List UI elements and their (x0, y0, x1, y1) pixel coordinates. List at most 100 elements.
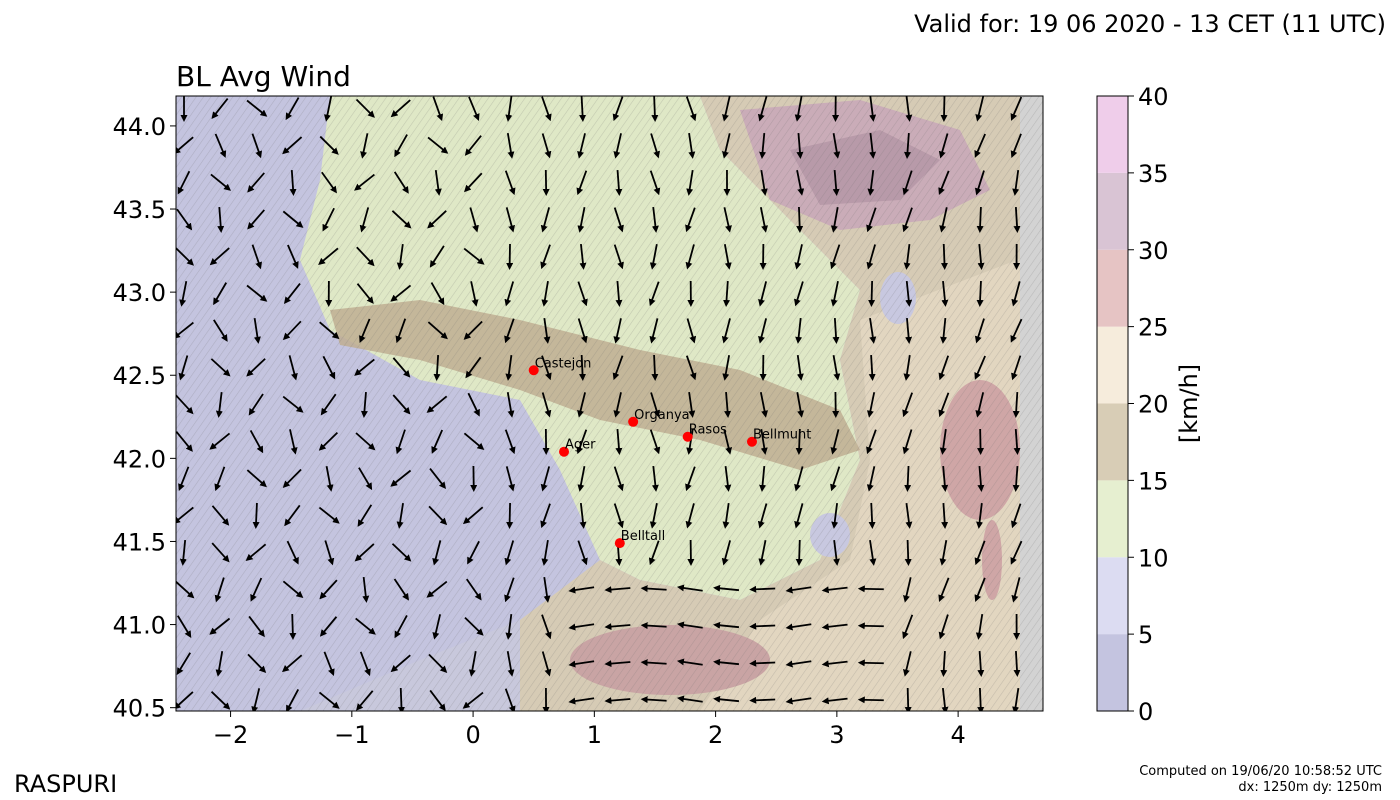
colorbar-tick-label: 25 (1138, 314, 1169, 342)
wind-arrow (504, 429, 516, 455)
wind-arrow (604, 586, 631, 594)
wind-arrow (568, 623, 595, 631)
wind-arrow (974, 540, 986, 566)
wind-arrow (289, 169, 297, 196)
colorbar-segment (1097, 480, 1128, 558)
wind-arrow (395, 429, 406, 455)
wind-arrow (940, 243, 948, 270)
wind-arrow (465, 356, 482, 379)
place-marker[interactable] (614, 538, 625, 549)
wind-arrow (211, 505, 230, 526)
place-marker[interactable] (628, 416, 639, 427)
wind-arrow (287, 244, 299, 269)
place-label: Belltall (621, 529, 665, 544)
wind-arrow (176, 652, 191, 675)
place-marker[interactable] (682, 431, 693, 442)
wind-arrow (649, 244, 658, 270)
wind-arrow (357, 504, 373, 527)
wind-arrow (760, 170, 768, 196)
wind-arrow (977, 650, 985, 677)
wind-arrow (830, 244, 841, 270)
wind-arrow (723, 244, 732, 270)
wind-arrow (213, 319, 228, 342)
wind-arrow (247, 653, 267, 674)
wind-arrow (390, 284, 412, 302)
x-tick-label: −1 (334, 721, 369, 749)
wind-arrow (613, 466, 624, 492)
wind-arrow (505, 466, 515, 492)
wind-arrows (176, 96, 1023, 711)
wind-arrow (830, 207, 839, 233)
wind-arrow (431, 429, 444, 454)
place-label: Castejon (535, 356, 592, 371)
wind-arrow (821, 660, 848, 668)
wind-arrow (462, 691, 484, 709)
wind-arrow (904, 687, 912, 711)
wind-arrow (394, 615, 408, 639)
wind-arrow (904, 465, 912, 492)
map-panel[interactable] (175, 96, 1043, 712)
wind-arrow (252, 502, 260, 529)
wind-arrow (830, 281, 839, 307)
wind-arrow (432, 540, 442, 566)
wind-arrow (830, 429, 840, 455)
wind-arrow (210, 358, 231, 377)
wind-arrow (685, 503, 695, 529)
place-marker[interactable] (559, 446, 570, 457)
wind-arrow (323, 651, 335, 677)
wind-arrow (866, 244, 876, 270)
wind-arrow (938, 355, 950, 381)
place-marker[interactable] (528, 365, 539, 376)
wind-arrow (1010, 96, 1023, 121)
wind-arrow (504, 540, 515, 566)
wind-arrow (758, 318, 767, 344)
wind-arrow (640, 622, 667, 630)
place-marker[interactable] (746, 436, 757, 447)
wind-arrow (568, 660, 595, 668)
wind-arrow (356, 246, 375, 267)
wind-arrow (975, 96, 985, 122)
wind-arrow (977, 243, 985, 270)
wind-arrow (289, 429, 298, 455)
wind-arrow (360, 133, 369, 159)
wind-arrow (722, 133, 731, 159)
wind-arrow (393, 171, 409, 194)
wind-arrow (868, 502, 876, 529)
wind-arrow (288, 355, 298, 381)
wind-arrow (904, 539, 912, 566)
wind-arrow (318, 431, 339, 451)
wind-arrow (506, 133, 515, 159)
terrain-shading (176, 96, 1043, 711)
wind-arrow (318, 506, 340, 524)
wind-arrow (902, 392, 913, 418)
wind-arrow (868, 280, 876, 307)
wind-arrow (506, 502, 514, 529)
wind-arrow (467, 540, 480, 565)
wind-arrow (1010, 318, 1023, 343)
wind-arrow (177, 615, 192, 638)
colorbar-unit-label: [km/h] (1175, 364, 1203, 443)
wind-arrow (469, 207, 479, 233)
wind-arrow (905, 280, 913, 307)
wind-arrow (541, 96, 552, 122)
wind-arrow (902, 170, 913, 196)
wind-arrow (286, 688, 300, 711)
wind-arrow (749, 622, 776, 630)
wind-arrow (977, 465, 985, 492)
wind-arrow (785, 660, 812, 668)
wind-arrow (397, 687, 405, 711)
y-axis: 40.5 41.0 41.5 42.0 42.5 43.0 43.5 44.0 (113, 113, 176, 723)
wind-arrow (176, 431, 193, 452)
wind-arrow (246, 284, 268, 302)
wind-arrow (796, 132, 804, 159)
wind-arrow (176, 208, 193, 231)
wind-arrow (282, 395, 304, 413)
wind-arrow (426, 395, 448, 413)
wind-arrow (1011, 281, 1021, 307)
wind-arrow (866, 392, 876, 418)
wind-arrow (759, 207, 769, 233)
wind-arrow (1011, 355, 1022, 381)
wind-arrow (392, 357, 411, 378)
wind-arrow (941, 687, 949, 711)
